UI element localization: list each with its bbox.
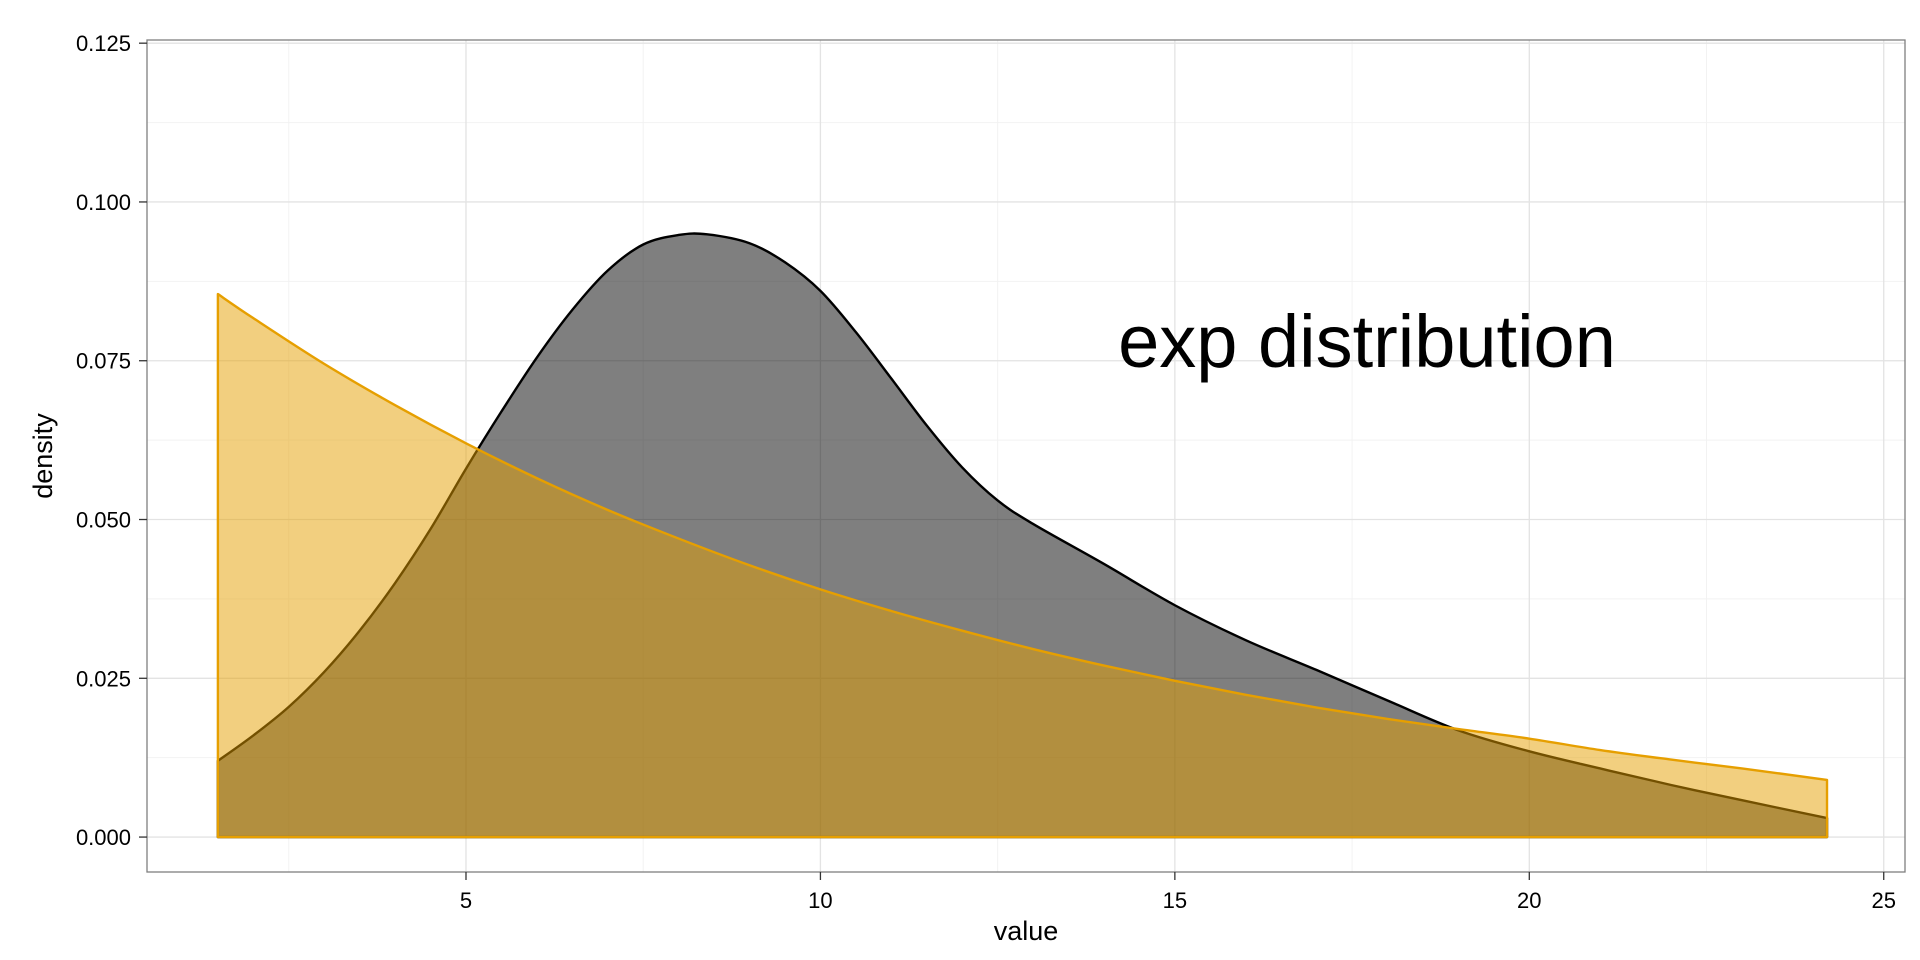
x-axis-title: value <box>994 916 1059 946</box>
series-layer <box>216 232 1829 839</box>
axis-ticks <box>139 42 1885 880</box>
y-tick-label: 0.025 <box>76 666 131 691</box>
y-tick-label: 0.125 <box>76 31 131 56</box>
y-tick-label: 0.075 <box>76 349 131 374</box>
y-tick-label: 0.100 <box>76 190 131 215</box>
x-tick-label: 25 <box>1871 888 1895 913</box>
tick-labels: 5 10 15 20 25 0.000 0.025 0.050 0.075 0.100 0.125 <box>76 31 1896 913</box>
x-tick-label: 5 <box>460 888 472 913</box>
y-tick-label: 0.000 <box>76 825 131 850</box>
panel-border <box>146 39 1906 873</box>
density-area-2 <box>216 292 1829 839</box>
x-tick-label: 10 <box>808 888 832 913</box>
y-axis-title: density <box>28 413 58 499</box>
annotation-text: exp distribution <box>1118 300 1616 383</box>
y-tick-label: 0.050 <box>76 508 131 533</box>
x-tick-label: 20 <box>1517 888 1541 913</box>
x-tick-label: 15 <box>1163 888 1187 913</box>
